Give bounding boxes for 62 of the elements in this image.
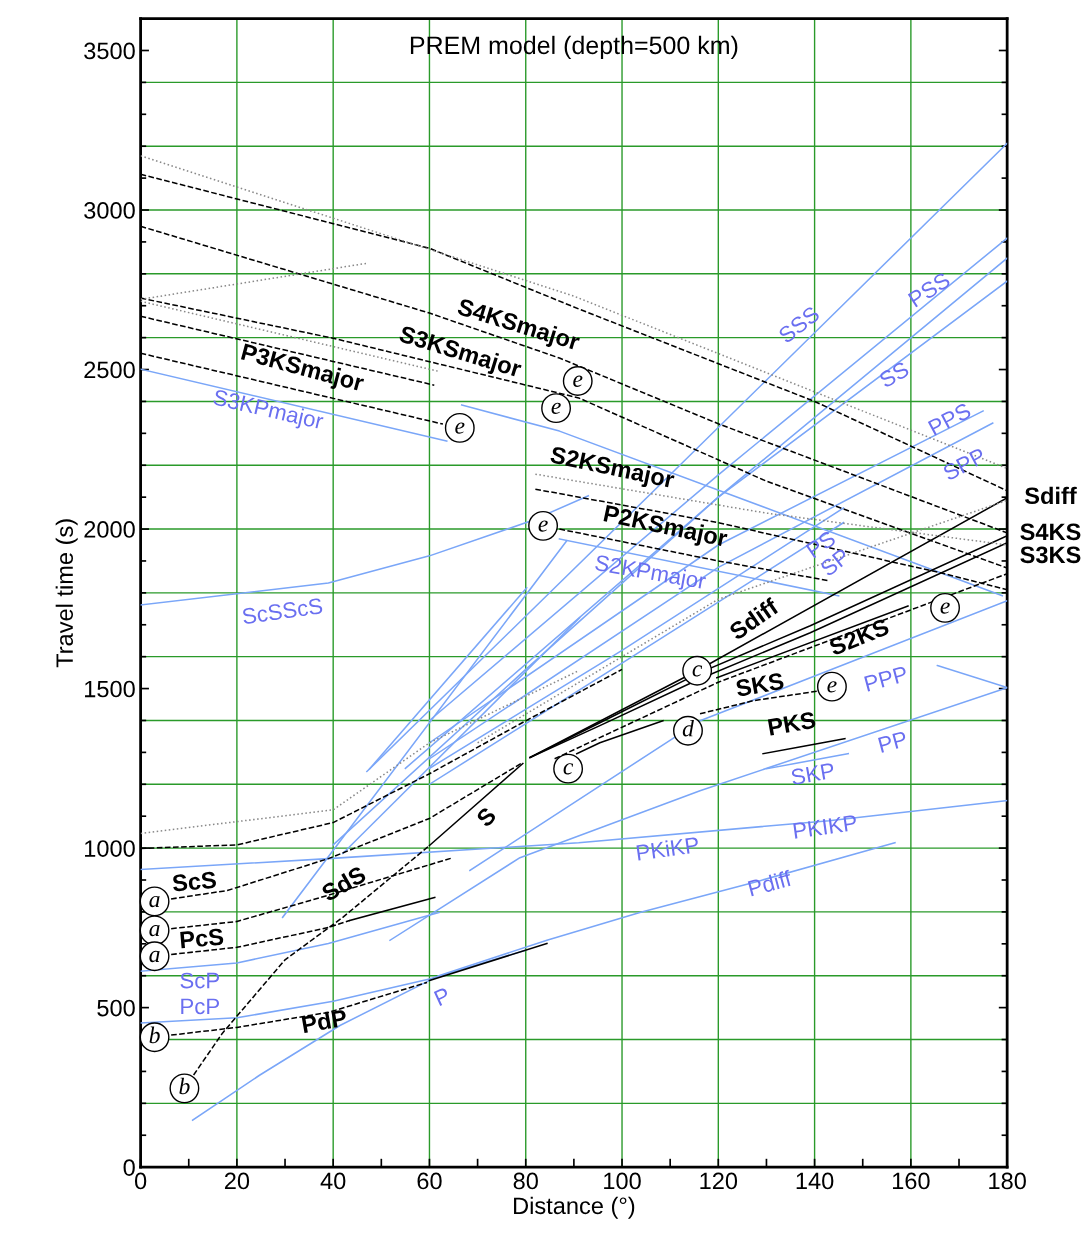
annotation: ScS xyxy=(172,871,217,892)
annotation: PKIKP xyxy=(793,814,858,839)
x-tick-label: 40 xyxy=(320,1172,346,1190)
annotation: S2KS xyxy=(827,617,890,656)
y-tick-label: 2500 xyxy=(84,361,135,379)
annotation: PKiKP xyxy=(636,836,700,861)
y-tick-label: 1500 xyxy=(85,680,135,698)
annotation: a xyxy=(149,924,160,937)
annotation: SKS xyxy=(735,672,785,697)
annotation: PcP xyxy=(181,998,220,1015)
text: S3KS xyxy=(1020,546,1081,564)
x-axis-title: Distance (°) xyxy=(514,1196,635,1219)
x-tick-label: 160 xyxy=(892,1172,930,1190)
annotation: PSS xyxy=(907,271,952,308)
annotation: PPP xyxy=(864,665,909,692)
annotation: PP xyxy=(878,731,908,753)
annotation: a xyxy=(149,895,160,908)
text: S4KS xyxy=(1020,523,1081,541)
x-tick-label: 0 xyxy=(134,1172,147,1190)
annotation: b xyxy=(149,1026,160,1044)
annotation: SdS xyxy=(319,864,367,903)
x-tick-label: 80 xyxy=(513,1172,538,1190)
annotation: SPP xyxy=(941,447,987,482)
y-tick-label: 3000 xyxy=(84,202,135,219)
y-tick-label: 2000 xyxy=(84,521,135,538)
annotation: e xyxy=(538,520,548,532)
y-axis-title: Travel time (s) xyxy=(55,519,78,668)
annotation: SSS xyxy=(777,305,821,344)
annotation: e xyxy=(455,422,465,434)
annotation: e xyxy=(573,375,583,387)
annotation: e xyxy=(827,681,837,693)
annotation: Pdiff xyxy=(747,869,793,897)
x-tick-label: 100 xyxy=(604,1172,641,1190)
annotation: P xyxy=(433,987,452,1006)
annotation: PPS xyxy=(927,402,972,436)
annotation: c xyxy=(692,665,703,677)
x-tick-label: 120 xyxy=(700,1172,738,1190)
annotation: PcS xyxy=(180,928,224,949)
annotation: a xyxy=(149,950,160,963)
annotation: S xyxy=(475,806,498,828)
annotation: d xyxy=(682,719,694,737)
x-tick-label: 20 xyxy=(224,1172,250,1190)
annotation: PdP xyxy=(301,1008,348,1034)
annotation: S2KSmajor xyxy=(548,445,676,493)
annotation: S2KPmajor xyxy=(593,553,707,594)
y-tick-label: 3500 xyxy=(84,42,135,60)
x-tick-label: 140 xyxy=(796,1172,834,1190)
x-tick-label: 60 xyxy=(417,1172,442,1190)
y-tick-label: 500 xyxy=(97,999,135,1017)
y-tick-label: 0 xyxy=(123,1159,135,1176)
annotation: c xyxy=(563,763,574,775)
annotation: SS xyxy=(878,360,910,389)
annotation: SKP xyxy=(790,762,835,786)
annotation: e xyxy=(551,402,561,415)
x-tick-label: 180 xyxy=(989,1172,1026,1190)
annotation: ScSScS xyxy=(241,597,323,625)
y-tick-label: 1000 xyxy=(85,840,135,857)
annotation: b xyxy=(179,1077,190,1095)
annotation: PKS xyxy=(767,711,817,736)
annotation: ScP xyxy=(180,972,220,989)
text: Sdiff xyxy=(1024,486,1077,505)
annotation: e xyxy=(940,602,950,614)
